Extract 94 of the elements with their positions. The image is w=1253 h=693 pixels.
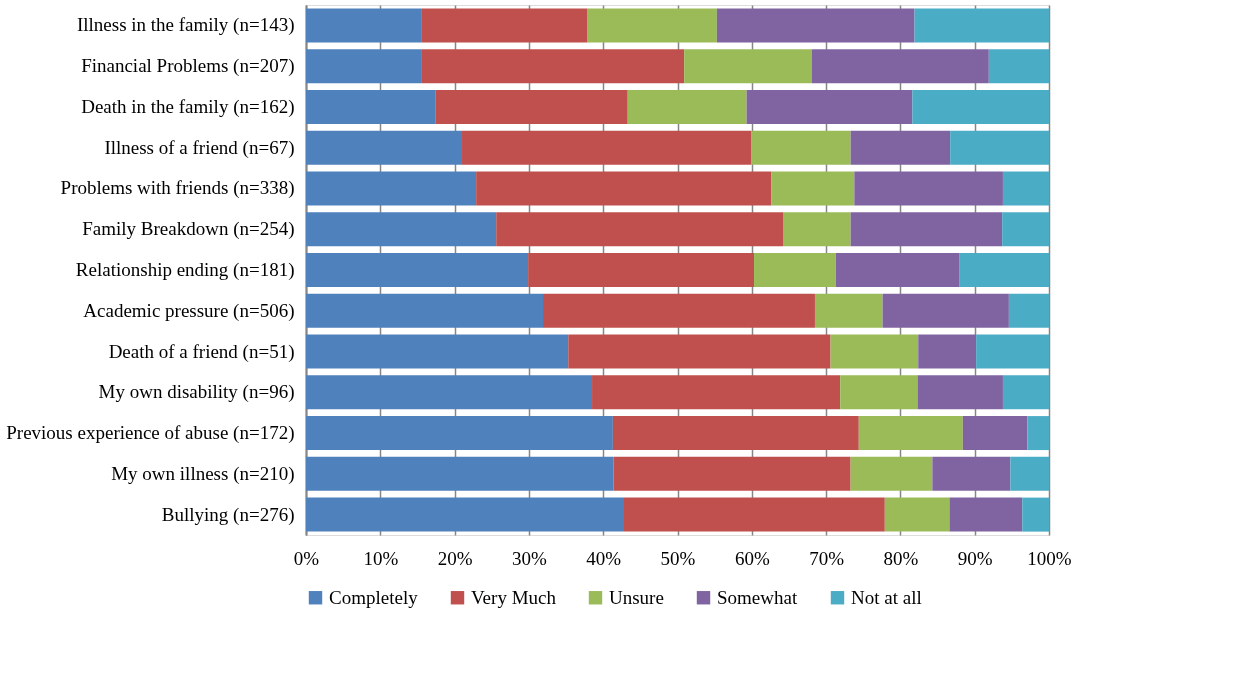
bar (306, 497, 624, 532)
y-tick-label: Financial Problems (n=207) (81, 55, 295, 78)
bar (783, 212, 851, 247)
bar (811, 49, 989, 84)
bar (543, 293, 815, 328)
x-tick-label: 0% (293, 547, 320, 569)
legend-label: Completely (329, 586, 419, 608)
bar (830, 334, 919, 369)
bar (1022, 497, 1049, 532)
bar (306, 212, 497, 247)
bar (917, 375, 1003, 410)
y-tick-label: Previous experience of abuse (n=172) (6, 422, 295, 445)
bar (854, 171, 1003, 206)
bar (421, 8, 588, 43)
bar (587, 8, 717, 43)
bar (959, 253, 1049, 287)
bar (814, 293, 883, 328)
x-tick-label: 60% (734, 547, 770, 569)
bar (627, 89, 747, 124)
bar (306, 171, 477, 206)
bar (568, 334, 831, 369)
bar (1027, 416, 1049, 451)
bar (858, 416, 963, 451)
bar (949, 497, 1023, 532)
x-tick-label: 20% (437, 547, 473, 569)
bar (1010, 456, 1049, 491)
bar (306, 293, 544, 328)
y-tick-label: Problems with friends (n=338) (60, 177, 295, 200)
x-tick-label: 10% (363, 547, 399, 569)
bar (754, 253, 836, 287)
y-tick-label: Bullying (n=276) (161, 503, 295, 526)
y-tick-label: Death of a friend (n=51) (108, 340, 295, 363)
bar (462, 130, 752, 165)
y-tick-label: Relationship ending (n=181) (75, 259, 295, 281)
bar (950, 130, 1049, 165)
bar (962, 416, 1028, 451)
y-tick-label: Illness of a friend (n=67) (104, 136, 295, 159)
bar (840, 375, 918, 410)
bar (306, 8, 422, 43)
bar (306, 456, 614, 491)
x-tick-label: 80% (883, 547, 919, 569)
bar (884, 497, 950, 532)
legend-label: Not at all (851, 586, 922, 608)
bar (835, 253, 960, 287)
bar (306, 49, 422, 84)
bar (306, 130, 463, 165)
bar (306, 334, 569, 369)
bar (1002, 212, 1049, 247)
y-tick-label: Illness in the family (n=143) (76, 14, 295, 37)
x-tick-label: 90% (957, 547, 993, 569)
bar (306, 375, 593, 410)
bar (850, 212, 1003, 247)
legend-label: Unsure (609, 586, 664, 608)
bar (306, 253, 529, 287)
bar (932, 456, 1011, 491)
bar (306, 89, 436, 124)
bar (435, 89, 628, 124)
bar (771, 171, 855, 206)
y-tick-label: Academic pressure (n=506) (83, 299, 295, 322)
bar (914, 8, 1049, 43)
y-tick-label: My own illness (n=210) (111, 462, 295, 485)
y-tick-label: My own disability (n=96) (98, 381, 295, 404)
bar (1008, 293, 1049, 328)
bar (988, 49, 1049, 84)
bar (421, 49, 685, 84)
bar (850, 130, 951, 165)
x-tick-label: 30% (511, 547, 547, 569)
bar (716, 8, 915, 43)
x-tick-label: 50% (660, 547, 696, 569)
x-tick-label: 40% (586, 547, 622, 569)
bar (976, 334, 1049, 369)
bar (528, 253, 755, 287)
bar (918, 334, 977, 369)
bar (613, 456, 851, 491)
bar (1002, 171, 1049, 206)
y-tick-label: Family Breakdown (n=254) (82, 218, 295, 241)
bar (882, 293, 1009, 328)
bar (476, 171, 772, 206)
bar (684, 49, 812, 84)
legend-label: Somewhat (717, 586, 798, 608)
bar (624, 497, 885, 532)
bar (306, 416, 613, 451)
bar (746, 89, 913, 124)
x-tick-label: 100% (1027, 547, 1072, 569)
bar (751, 130, 851, 165)
y-tick-label: Death in the family (n=162) (81, 95, 295, 118)
bar (496, 212, 784, 247)
bar (850, 456, 933, 491)
bar (612, 416, 859, 451)
bar (1002, 375, 1049, 410)
bar (592, 375, 841, 410)
x-tick-label: 70% (809, 547, 845, 569)
legend-label: Very Much (471, 586, 557, 608)
bar (912, 89, 1049, 124)
